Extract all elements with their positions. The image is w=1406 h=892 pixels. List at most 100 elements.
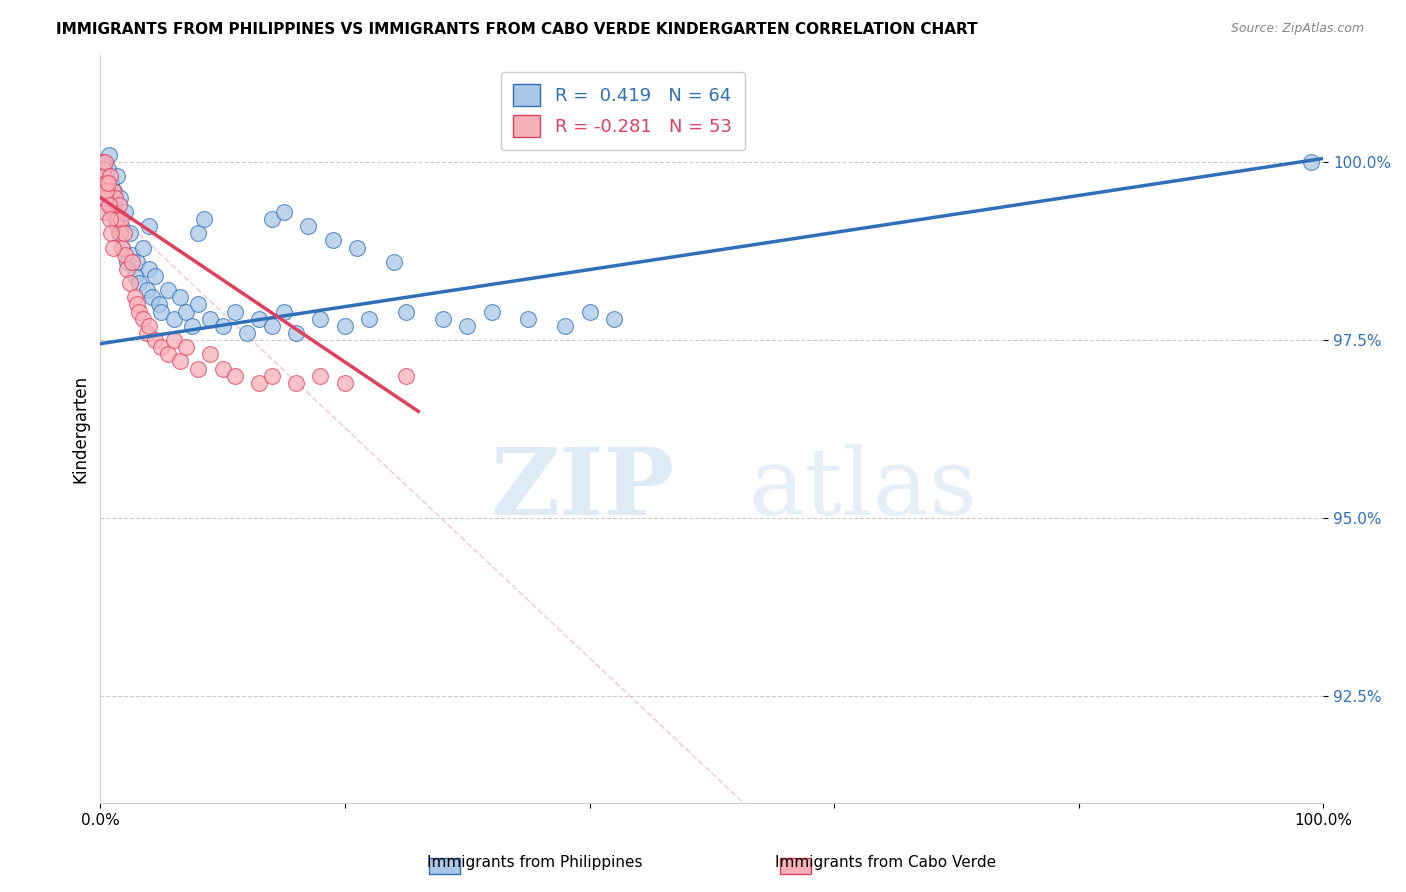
- Text: Immigrants from Cabo Verde: Immigrants from Cabo Verde: [775, 855, 997, 870]
- Point: [346, 240, 368, 254]
- Point: [118, 276, 141, 290]
- Point: [297, 219, 319, 234]
- Point: [96, 169, 118, 184]
- Point: [187, 226, 209, 240]
- Point: [322, 233, 344, 247]
- Point: [432, 311, 454, 326]
- Point: [1299, 155, 1322, 169]
- Point: [148, 297, 170, 311]
- Point: [128, 304, 150, 318]
- Point: [124, 268, 146, 283]
- Point: [117, 254, 139, 268]
- Point: [481, 304, 503, 318]
- Point: [125, 297, 148, 311]
- Point: [456, 318, 478, 333]
- Point: [103, 184, 125, 198]
- Point: [90, 155, 112, 169]
- Point: [101, 240, 124, 254]
- Point: [285, 326, 308, 340]
- Point: [97, 148, 120, 162]
- Point: [174, 304, 197, 318]
- Point: [112, 226, 135, 240]
- Point: [174, 340, 197, 354]
- Point: [110, 212, 132, 227]
- Point: [554, 318, 576, 333]
- Point: [107, 219, 129, 234]
- Point: [273, 205, 295, 219]
- Point: [105, 212, 128, 227]
- Point: [578, 304, 600, 318]
- Point: [224, 368, 246, 383]
- Text: Immigrants from Philippines: Immigrants from Philippines: [426, 855, 643, 870]
- Point: [114, 247, 136, 261]
- Point: [224, 304, 246, 318]
- Point: [108, 191, 131, 205]
- Point: [517, 311, 540, 326]
- Point: [187, 361, 209, 376]
- Point: [260, 368, 283, 383]
- Point: [193, 212, 215, 227]
- Point: [187, 297, 209, 311]
- Point: [96, 177, 118, 191]
- Text: IMMIGRANTS FROM PHILIPPINES VS IMMIGRANTS FROM CABO VERDE KINDERGARTEN CORRELATI: IMMIGRANTS FROM PHILIPPINES VS IMMIGRANT…: [56, 22, 977, 37]
- Point: [285, 376, 308, 390]
- Point: [100, 226, 122, 240]
- Point: [138, 219, 160, 234]
- Point: [114, 205, 136, 219]
- Point: [150, 340, 173, 354]
- Point: [93, 169, 115, 184]
- Text: ZIP: ZIP: [491, 444, 675, 534]
- Point: [124, 290, 146, 304]
- Legend: R =  0.419   N = 64, R = -0.281   N = 53: R = 0.419 N = 64, R = -0.281 N = 53: [501, 71, 745, 150]
- Point: [211, 318, 233, 333]
- Point: [135, 283, 157, 297]
- Point: [100, 198, 122, 212]
- Point: [150, 304, 173, 318]
- Point: [118, 226, 141, 240]
- Point: [200, 347, 222, 361]
- Point: [96, 184, 118, 198]
- Point: [260, 318, 283, 333]
- Point: [135, 326, 157, 340]
- Point: [105, 212, 128, 227]
- Point: [273, 304, 295, 318]
- Point: [138, 261, 160, 276]
- Point: [211, 361, 233, 376]
- Point: [104, 191, 127, 205]
- Point: [107, 198, 129, 212]
- Point: [97, 162, 120, 177]
- Text: Source: ZipAtlas.com: Source: ZipAtlas.com: [1230, 22, 1364, 36]
- Point: [107, 226, 129, 240]
- Point: [111, 240, 134, 254]
- Point: [97, 177, 120, 191]
- Point: [236, 326, 259, 340]
- Point: [333, 318, 356, 333]
- Point: [103, 205, 125, 219]
- Point: [156, 347, 179, 361]
- Point: [93, 205, 115, 219]
- Point: [94, 191, 117, 205]
- Point: [101, 205, 124, 219]
- Point: [111, 240, 134, 254]
- Point: [121, 254, 143, 268]
- Point: [141, 290, 163, 304]
- Point: [169, 354, 191, 368]
- Point: [309, 311, 332, 326]
- Point: [309, 368, 332, 383]
- Point: [98, 191, 121, 205]
- Point: [163, 311, 186, 326]
- Point: [333, 376, 356, 390]
- Point: [145, 268, 167, 283]
- Point: [107, 169, 129, 184]
- Point: [91, 162, 114, 177]
- Point: [94, 155, 117, 169]
- Point: [169, 290, 191, 304]
- Point: [260, 212, 283, 227]
- Point: [132, 311, 155, 326]
- Point: [395, 304, 418, 318]
- Point: [128, 276, 150, 290]
- Point: [163, 333, 186, 347]
- Point: [101, 184, 124, 198]
- Point: [97, 191, 120, 205]
- Point: [247, 376, 270, 390]
